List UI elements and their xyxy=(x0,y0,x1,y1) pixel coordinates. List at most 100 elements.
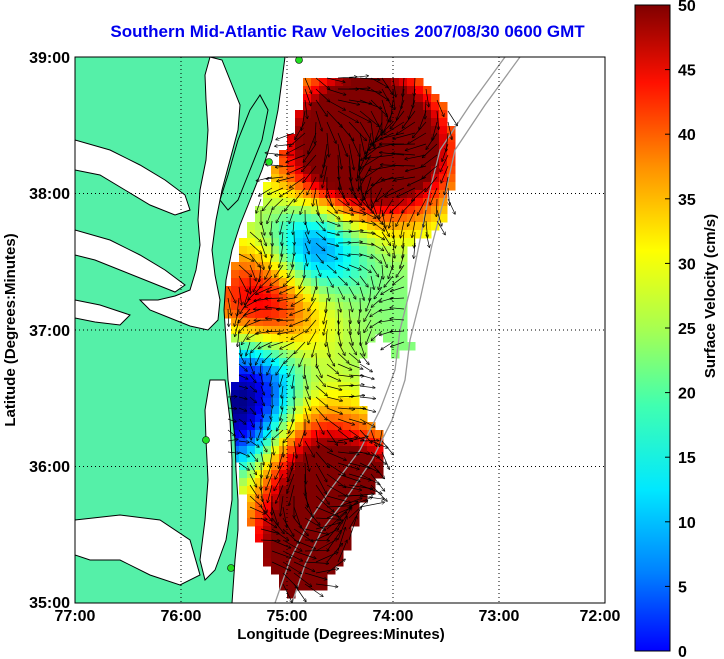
velocity-cell xyxy=(327,334,336,343)
velocity-cell xyxy=(359,262,368,271)
velocity-arrow xyxy=(441,165,449,183)
velocity-cell xyxy=(399,254,408,263)
velocity-cell xyxy=(311,494,320,503)
velocity-arrow xyxy=(235,319,240,336)
colorbar-tick-label: 45 xyxy=(678,63,696,80)
velocity-arrow xyxy=(359,110,379,127)
velocity-arrow xyxy=(326,440,347,443)
velocity-cell xyxy=(327,222,336,231)
velocity-cell xyxy=(271,494,280,503)
velocity-cell xyxy=(415,134,424,143)
velocity-cell xyxy=(271,438,280,447)
velocity-cell xyxy=(391,86,400,95)
velocity-cell xyxy=(255,446,264,455)
velocity-cell xyxy=(399,286,408,295)
velocity-cell xyxy=(287,150,296,159)
velocity-arrow xyxy=(271,517,284,534)
velocity-cell xyxy=(231,334,240,343)
velocity-cell xyxy=(351,422,360,431)
velocity-cell xyxy=(327,382,336,391)
velocity-cell xyxy=(415,174,424,183)
velocity-cell xyxy=(335,534,344,543)
velocity-cell xyxy=(423,182,432,191)
velocity-cell xyxy=(391,270,400,279)
velocity-arrow xyxy=(369,165,394,170)
velocity-arrow xyxy=(274,473,284,491)
velocity-arrow xyxy=(261,374,263,385)
velocity-cell xyxy=(351,86,360,95)
velocity-cell xyxy=(255,518,264,527)
velocity-arrow xyxy=(348,143,354,170)
velocity-cell xyxy=(255,486,264,495)
velocity-arrow xyxy=(265,264,273,279)
velocity-cell xyxy=(383,206,392,215)
velocity-cell xyxy=(271,334,280,343)
velocity-arrow xyxy=(432,121,438,140)
velocity-cell xyxy=(407,150,416,159)
velocity-arrow xyxy=(397,121,416,134)
velocity-cell xyxy=(311,206,320,215)
velocity-cell xyxy=(431,126,440,135)
velocity-arrow xyxy=(227,452,239,453)
velocity-arrow xyxy=(278,297,295,301)
velocity-arrow xyxy=(425,176,438,192)
velocity-arrow xyxy=(442,143,449,161)
velocity-cell xyxy=(311,350,320,359)
velocity-arrow xyxy=(238,429,244,438)
velocity-cell xyxy=(343,230,352,239)
velocity-arrow xyxy=(348,275,359,285)
velocity-cell xyxy=(367,238,376,247)
velocity-cell xyxy=(335,190,344,199)
velocity-cell xyxy=(271,414,280,423)
velocity-arrow xyxy=(359,77,380,80)
velocity-cell xyxy=(271,502,280,511)
velocity-cell xyxy=(399,198,408,207)
velocity-cell xyxy=(375,134,384,143)
velocity-cell xyxy=(271,198,280,207)
velocity-cell xyxy=(399,166,408,175)
velocity-cell xyxy=(391,350,400,359)
velocity-cell xyxy=(391,158,400,167)
velocity-cell xyxy=(231,382,240,391)
velocity-cell xyxy=(311,270,320,279)
velocity-arrow xyxy=(313,187,317,206)
velocity-cell xyxy=(255,254,264,263)
velocity-cell xyxy=(247,366,256,375)
velocity-cell xyxy=(303,270,312,279)
velocity-arrow xyxy=(447,198,455,214)
velocity-cell xyxy=(399,214,408,223)
velocity-cell xyxy=(279,366,288,375)
velocity-arrow xyxy=(393,275,405,285)
velocity-cell xyxy=(231,302,240,311)
velocity-arrow xyxy=(272,352,284,362)
velocity-arrow xyxy=(290,308,306,315)
velocity-arrow xyxy=(326,451,346,460)
velocity-cell xyxy=(335,86,344,95)
velocity-cell xyxy=(295,446,304,455)
velocity-cell xyxy=(295,166,304,175)
velocity-arrow xyxy=(304,396,311,411)
velocity-cell xyxy=(295,262,304,271)
velocity-cell xyxy=(311,302,320,311)
velocity-cell xyxy=(407,190,416,199)
velocity-cell xyxy=(439,134,448,143)
velocity-arrow xyxy=(348,154,351,180)
velocity-arrow xyxy=(370,99,387,116)
velocity-cell xyxy=(295,126,304,135)
velocity-cell xyxy=(239,446,248,455)
velocity-cell xyxy=(319,454,328,463)
y-tick: 35:00 xyxy=(29,595,70,612)
velocity-cell xyxy=(239,286,248,295)
velocity-cell xyxy=(295,246,304,255)
velocity-cell xyxy=(439,150,448,159)
velocity-cell xyxy=(359,414,368,423)
velocity-arrow xyxy=(381,253,387,267)
velocity-cell xyxy=(287,558,296,567)
velocity-arrow xyxy=(307,176,317,195)
velocity-cell xyxy=(263,374,272,383)
velocity-cell xyxy=(279,406,288,415)
velocity-cell xyxy=(335,134,344,143)
velocity-cell xyxy=(327,558,336,567)
velocity-arrow xyxy=(267,331,284,332)
velocity-cell xyxy=(343,134,352,143)
